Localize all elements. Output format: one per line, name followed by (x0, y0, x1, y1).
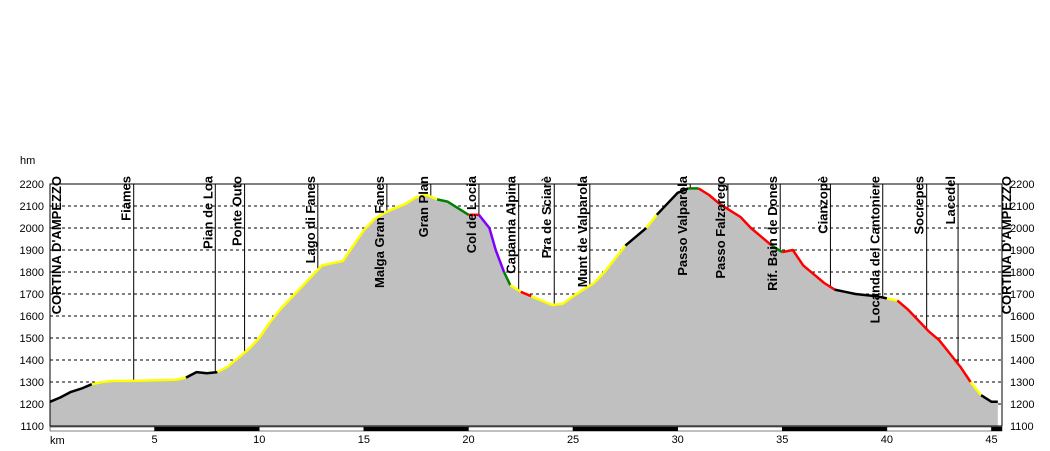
y-tick-label: 1100 (20, 421, 44, 433)
y-axis-label: hm (20, 155, 35, 167)
surface-segment (834, 288, 888, 300)
x-axis-bar (49, 426, 1003, 432)
y-tick-label: 1400 (20, 355, 44, 367)
waypoint-label: CORTINA D'AMPEZZO (999, 176, 1014, 314)
x-axis-label: km (50, 435, 65, 447)
surface-segment (655, 187, 689, 216)
waypoint-label: Lacedel (943, 176, 958, 224)
y-tick-label: 1300 (20, 377, 44, 389)
surface-segment (645, 214, 658, 229)
waypoint-label: Col de Locia (464, 175, 479, 253)
waypoint-label: Fiames (119, 176, 134, 221)
surface-segment (886, 297, 898, 302)
y-tick-label: 2100 (1010, 201, 1034, 213)
x-axis: 5 10 15 20 25 30 35 40 45 (152, 434, 998, 446)
surface-segment (185, 370, 218, 379)
waypoint-label: Socrepes (912, 176, 927, 235)
x-tick-label: 30 (672, 434, 684, 446)
surface-segment (520, 290, 532, 298)
y-tick-label: 1800 (20, 267, 44, 279)
waypoint-label: Malga Gran Fanes (372, 176, 387, 288)
x-tick-label: 40 (881, 434, 893, 446)
x-tick-label: 20 (462, 434, 474, 446)
x-tick-label: 10 (253, 434, 265, 446)
x-axis-bar-block (991, 426, 1003, 432)
y-tick-label: 1700 (20, 289, 44, 301)
surface-segment (969, 381, 983, 396)
waypoint-label: CORTINA D'AMPEZZO (49, 176, 64, 314)
surface-segment (697, 187, 773, 247)
x-tick-label: 15 (358, 434, 370, 446)
y-tick-label: 1500 (20, 333, 44, 345)
elevation-area (50, 188, 998, 426)
surface-segment (771, 244, 783, 254)
waypoint-label: Lago di Fanes (303, 176, 318, 263)
x-tick-label: 35 (776, 434, 788, 446)
waypoint-label: Locanda del Cantoniere (868, 176, 883, 323)
y-tick-label: 1900 (20, 245, 44, 257)
y-tick-label: 1800 (1010, 267, 1034, 279)
waypoint-label: Pra de Sciarè (539, 176, 554, 258)
y-tick-label: 1200 (1010, 399, 1034, 411)
x-axis-bar-block (468, 426, 574, 432)
surface-segment (509, 284, 522, 293)
surface-segment (782, 248, 836, 291)
x-axis-bar-block (363, 426, 469, 432)
waypoint-label: Munt de Valparola (575, 175, 590, 287)
y-tick-label: 2000 (20, 223, 44, 235)
waypoint-label: Pian de Loa (200, 175, 215, 249)
y-tick-label: 1500 (1010, 333, 1034, 345)
waypoint-labels: CORTINA D'AMPEZZO Fiames Pian de Loa Ponte … (49, 175, 1014, 323)
surface-segment (91, 376, 187, 386)
x-tick-label: 5 (152, 434, 158, 446)
x-axis-bar-block (572, 426, 678, 432)
surface-segment (624, 227, 648, 247)
plot-frame (49, 183, 1003, 427)
x-axis-bar-block (677, 426, 783, 432)
waypoint-label: Rif. Bain de Dones (765, 176, 780, 291)
x-axis-bar-block (154, 426, 260, 432)
waypoint-label: Cianzopè (815, 176, 830, 234)
y-tick-label: 2100 (20, 201, 44, 213)
x-axis-bar-block (258, 426, 365, 432)
x-axis-bar-block (49, 426, 155, 432)
y-axis-right: 1100 1200 1300 1400 1500 1600 1700 1800 1900 2000… (1010, 179, 1034, 433)
surface-segment (896, 299, 972, 383)
surface-segment (502, 271, 512, 286)
y-tick-label: 1600 (1010, 311, 1034, 323)
waypoint-label: Gran Plan (416, 176, 431, 237)
y-tick-label: 1700 (1010, 289, 1034, 301)
y-tick-label: 2000 (1010, 223, 1034, 235)
surface-segments (49, 187, 998, 404)
y-tick-label: 1600 (20, 311, 44, 323)
x-tick-label: 45 (985, 434, 997, 446)
y-tick-label: 2200 (20, 179, 44, 191)
surface-segment (980, 394, 998, 404)
y-tick-label: 1400 (1010, 355, 1034, 367)
y-tick-label: 1100 (1010, 421, 1034, 433)
x-axis-bar-block (886, 426, 992, 432)
surface-segment (49, 383, 93, 403)
surface-segment (530, 244, 627, 307)
waypoint-label: Ponte Outo (230, 176, 245, 246)
surface-segment (477, 214, 506, 273)
waypoint-label: Passo Valparola (675, 175, 690, 275)
y-tick-label: 2200 (1010, 179, 1034, 191)
surface-segment (436, 198, 470, 216)
x-tick-label: 25 (567, 434, 579, 446)
waypoint-label: Passo Falzarego (713, 176, 728, 279)
surface-segment (216, 193, 438, 374)
y-tick-label: 1300 (1010, 377, 1034, 389)
y-axis-left: 1100 1200 1300 1400 1500 1600 1700 1800 1900 2000… (20, 179, 44, 433)
y-tick-label: 1900 (1010, 245, 1034, 257)
waypoint-label: Capanna Alpina (504, 175, 519, 274)
y-tick-label: 1200 (20, 399, 44, 411)
x-axis-bar-block (782, 426, 888, 432)
